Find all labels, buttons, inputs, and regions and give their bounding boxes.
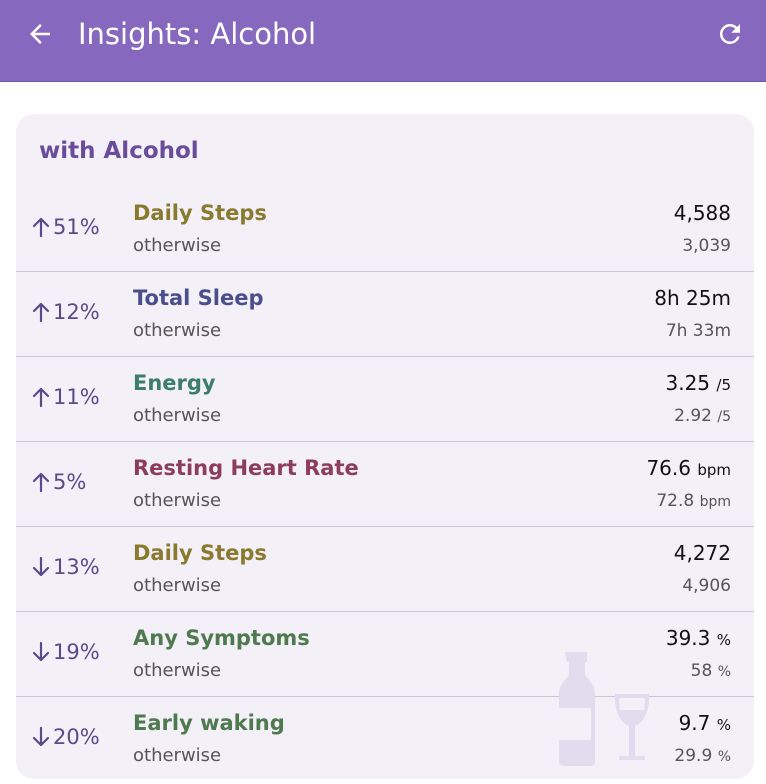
- otherwise-value: 29.9 %: [674, 744, 731, 769]
- metric-value: 9.7 %: [679, 709, 731, 739]
- value-number: 9.7: [678, 711, 711, 735]
- insight-row[interactable]: 5% Resting Heart Rate otherwise 76.6 bpm…: [16, 442, 754, 527]
- otherwise-label: otherwise: [133, 490, 222, 511]
- change-indicator: 20%: [31, 722, 100, 752]
- insights-card: with Alcohol 51% Daily Steps otherwise 4…: [16, 114, 754, 779]
- change-indicator: 51%: [31, 212, 100, 242]
- metric-value: 39.3 %: [666, 624, 731, 654]
- value-unit: bpm: [697, 461, 731, 479]
- change-indicator: 11%: [31, 382, 100, 412]
- otherwise-unit: %: [717, 664, 731, 680]
- change-percent: 5%: [53, 470, 87, 494]
- value-unit: %: [716, 716, 731, 734]
- otherwise-number: 29.9: [674, 746, 713, 766]
- metric-value: 4,588: [674, 199, 731, 227]
- refresh-icon: [719, 23, 740, 44]
- arrow-down-icon: [32, 641, 50, 662]
- refresh-button[interactable]: [712, 16, 748, 52]
- value-unit: /5: [716, 376, 731, 394]
- change-percent: 13%: [53, 555, 100, 579]
- otherwise-value: 2.92 /5: [674, 404, 731, 429]
- arrow-up-icon: [32, 302, 50, 323]
- arrow-down-icon: [32, 726, 50, 747]
- metric-value: 3.25 /5: [666, 369, 732, 399]
- otherwise-value: 7h 33m: [666, 319, 731, 343]
- metric-name: Daily Steps: [133, 541, 267, 565]
- otherwise-number: 7h 33m: [665, 321, 731, 341]
- change-indicator: 13%: [31, 552, 100, 582]
- value-number: 76.6: [646, 456, 691, 480]
- metric-name: Energy: [133, 371, 216, 395]
- metric-name: Resting Heart Rate: [133, 456, 359, 480]
- value-number: 8h 25m: [654, 286, 731, 310]
- change-percent: 11%: [53, 385, 100, 409]
- change-indicator: 12%: [31, 297, 100, 327]
- change-indicator: 19%: [31, 637, 100, 667]
- arrow-up-icon: [32, 217, 50, 238]
- otherwise-label: otherwise: [133, 745, 222, 766]
- otherwise-unit: /5: [717, 409, 731, 425]
- insight-row[interactable]: 19% Any Symptoms otherwise 39.3 % 58 %: [16, 612, 754, 697]
- metric-value: 8h 25m: [654, 284, 731, 312]
- value-number: 4,272: [673, 541, 731, 565]
- change-percent: 51%: [53, 215, 100, 239]
- otherwise-value: 4,906: [682, 574, 731, 598]
- insights-list: 51% Daily Steps otherwise 4,588 3,039 12…: [16, 187, 754, 779]
- page-title: Insights: Alcohol: [78, 17, 317, 51]
- metric-name: Total Sleep: [133, 286, 264, 310]
- otherwise-unit: %: [717, 749, 731, 765]
- app-bar: Insights: Alcohol: [0, 0, 766, 82]
- value-unit: %: [716, 631, 731, 649]
- metric-name: Daily Steps: [133, 201, 267, 225]
- otherwise-value: 72.8 bpm: [656, 489, 731, 514]
- arrow-down-icon: [32, 556, 50, 577]
- insight-row[interactable]: 13% Daily Steps otherwise 4,272 4,906: [16, 527, 754, 612]
- insight-row[interactable]: 11% Energy otherwise 3.25 /5 2.92 /5: [16, 357, 754, 442]
- otherwise-number: 3,039: [682, 236, 731, 256]
- value-number: 39.3: [665, 626, 711, 650]
- value-number: 3.25: [665, 371, 711, 395]
- metric-value: 76.6 bpm: [646, 454, 731, 484]
- otherwise-label: otherwise: [133, 235, 222, 256]
- insight-row[interactable]: 20% Early waking otherwise 9.7 % 29.9 %: [16, 697, 754, 779]
- card-title: with Alcohol: [39, 138, 199, 164]
- metric-value: 4,272: [674, 539, 731, 567]
- otherwise-value: 3,039: [682, 234, 731, 258]
- otherwise-number: 4,906: [682, 576, 731, 596]
- change-percent: 12%: [53, 300, 100, 324]
- insight-row[interactable]: 51% Daily Steps otherwise 4,588 3,039: [16, 187, 754, 272]
- otherwise-label: otherwise: [133, 405, 222, 426]
- arrow-left-icon: [30, 24, 50, 44]
- value-number: 4,588: [673, 201, 731, 225]
- otherwise-label: otherwise: [133, 320, 222, 341]
- otherwise-unit: bpm: [699, 494, 731, 510]
- change-percent: 19%: [53, 640, 100, 664]
- insight-row[interactable]: 12% Total Sleep otherwise 8h 25m 7h 33m: [16, 272, 754, 357]
- back-button[interactable]: [22, 16, 58, 52]
- otherwise-number: 58: [690, 661, 713, 681]
- metric-name: Early waking: [133, 711, 285, 735]
- otherwise-value: 58 %: [691, 659, 731, 684]
- metric-name: Any Symptoms: [133, 626, 310, 650]
- change-percent: 20%: [53, 725, 100, 749]
- otherwise-label: otherwise: [133, 660, 222, 681]
- change-indicator: 5%: [31, 467, 86, 497]
- otherwise-label: otherwise: [133, 575, 222, 596]
- arrow-up-icon: [32, 472, 50, 493]
- arrow-up-icon: [32, 387, 50, 408]
- otherwise-number: 72.8: [656, 491, 695, 511]
- otherwise-number: 2.92: [674, 406, 712, 426]
